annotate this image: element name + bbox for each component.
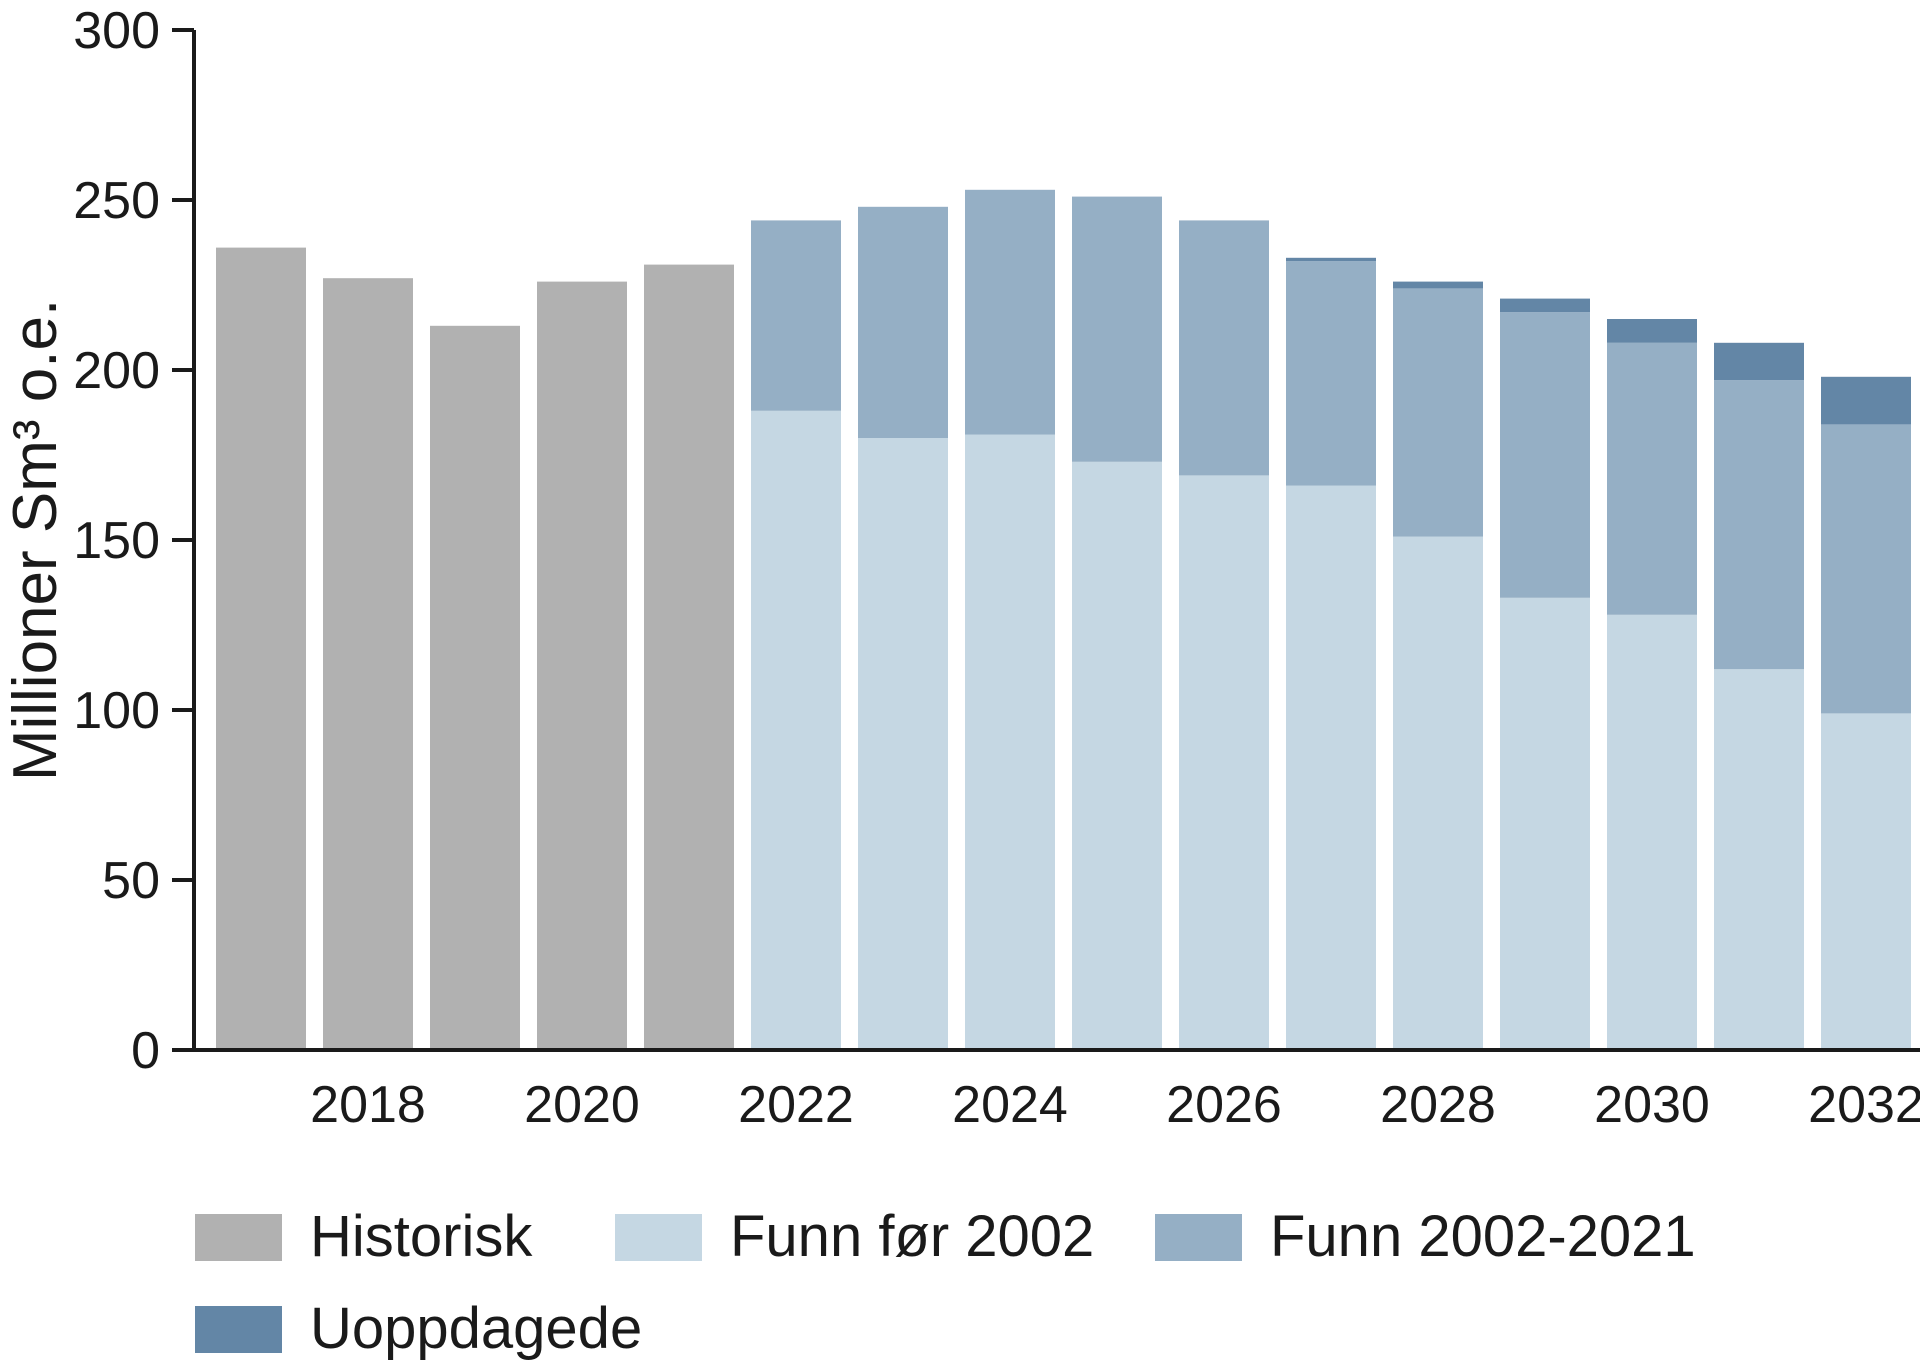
legend-label-funn-2002-2021: Funn 2002-2021 <box>1270 1204 1696 1269</box>
x-tick-label-2026: 2026 <box>1166 1076 1282 1134</box>
legend-item-historisk: Historisk <box>195 1208 532 1266</box>
bar-2027-uoppdagede <box>1286 257 1376 262</box>
x-tick-label-2030: 2030 <box>1594 1076 1710 1134</box>
legend-item-uoppdagede: Uoppdagede <box>195 1300 642 1358</box>
bar-2019-historisk <box>430 325 520 1050</box>
bar-2027-funn-f-r-2002 <box>1286 485 1376 1051</box>
bar-2027-funn-2002-2021 <box>1286 261 1376 486</box>
bar-2025-funn-f-r-2002 <box>1072 461 1162 1050</box>
x-tick-label-2018: 2018 <box>310 1076 426 1134</box>
bar-2030-uoppdagede <box>1607 319 1697 343</box>
legend-label-funn-for-2002: Funn før 2002 <box>730 1204 1095 1269</box>
bar-2023-funn-2002-2021 <box>858 206 948 438</box>
y-tick-label-0: 0 <box>131 1022 160 1080</box>
x-tick-label-2028: 2028 <box>1380 1076 1496 1134</box>
y-tick-label-250: 250 <box>73 172 160 230</box>
bar-2017-historisk <box>216 247 306 1051</box>
bar-2018-historisk <box>323 278 413 1050</box>
legend-swatch-uoppdagede <box>195 1305 282 1353</box>
y-tick-label-50: 50 <box>102 852 160 910</box>
bar-2021-historisk <box>644 264 734 1051</box>
bar-2031-funn-2002-2021 <box>1714 380 1804 670</box>
legend-label-historisk: Historisk <box>310 1204 533 1269</box>
bar-2028-uoppdagede <box>1393 281 1483 289</box>
legend-item-funn-2002-2021: Funn 2002-2021 <box>1155 1208 1696 1266</box>
bar-2026-funn-f-r-2002 <box>1179 475 1269 1050</box>
bar-2028-funn-f-r-2002 <box>1393 536 1483 1050</box>
y-tick-label-300: 300 <box>73 2 160 60</box>
legend-swatch-funn-2002-2021 <box>1155 1213 1242 1261</box>
bar-2030-funn-2002-2021 <box>1607 342 1697 615</box>
bar-2020-historisk <box>537 281 627 1051</box>
bar-2026-funn-2002-2021 <box>1179 220 1269 476</box>
bar-2032-funn-f-r-2002 <box>1821 713 1911 1050</box>
legend-item-funn-for-2002: Funn før 2002 <box>615 1208 1094 1266</box>
y-tick-label-100: 100 <box>73 682 160 740</box>
legend-swatch-funn-for-2002 <box>615 1213 702 1261</box>
bar-2022-funn-f-r-2002 <box>751 410 841 1050</box>
bar-2023-funn-f-r-2002 <box>858 438 948 1050</box>
x-tick-label-2032: 2032 <box>1808 1076 1920 1134</box>
bar-2030-funn-f-r-2002 <box>1607 614 1697 1050</box>
bar-2024-funn-f-r-2002 <box>965 434 1055 1051</box>
bar-2029-funn-f-r-2002 <box>1500 597 1590 1050</box>
x-tick-label-2024: 2024 <box>952 1076 1068 1134</box>
bar-2032-funn-2002-2021 <box>1821 424 1911 714</box>
x-tick-label-2020: 2020 <box>524 1076 640 1134</box>
legend-label-uoppdagede: Uoppdagede <box>310 1296 643 1361</box>
bar-2025-funn-2002-2021 <box>1072 196 1162 462</box>
legend-swatch-historisk <box>195 1213 282 1261</box>
x-tick-label-2022: 2022 <box>738 1076 854 1134</box>
bar-2024-funn-2002-2021 <box>965 189 1055 435</box>
y-axis-title: Millioner Sm³ o.e. <box>1 299 70 781</box>
bar-2032-uoppdagede <box>1821 376 1911 425</box>
bar-2028-funn-2002-2021 <box>1393 288 1483 537</box>
y-tick-label-200: 200 <box>73 342 160 400</box>
bar-2031-uoppdagede <box>1714 342 1804 381</box>
y-ticks-layer: 0 50 100 150 200 250 300 <box>73 2 194 1080</box>
bar-2029-uoppdagede <box>1500 298 1590 313</box>
y-tick-label-150: 150 <box>73 512 160 570</box>
bar-2029-funn-2002-2021 <box>1500 312 1590 598</box>
bar-2031-funn-f-r-2002 <box>1714 669 1804 1050</box>
bars-layer <box>216 189 1911 1051</box>
x-ticks-layer: 2018 2020 2022 2024 2026 2028 2030 2032 <box>310 1076 1920 1134</box>
bar-2022-funn-2002-2021 <box>751 220 841 411</box>
